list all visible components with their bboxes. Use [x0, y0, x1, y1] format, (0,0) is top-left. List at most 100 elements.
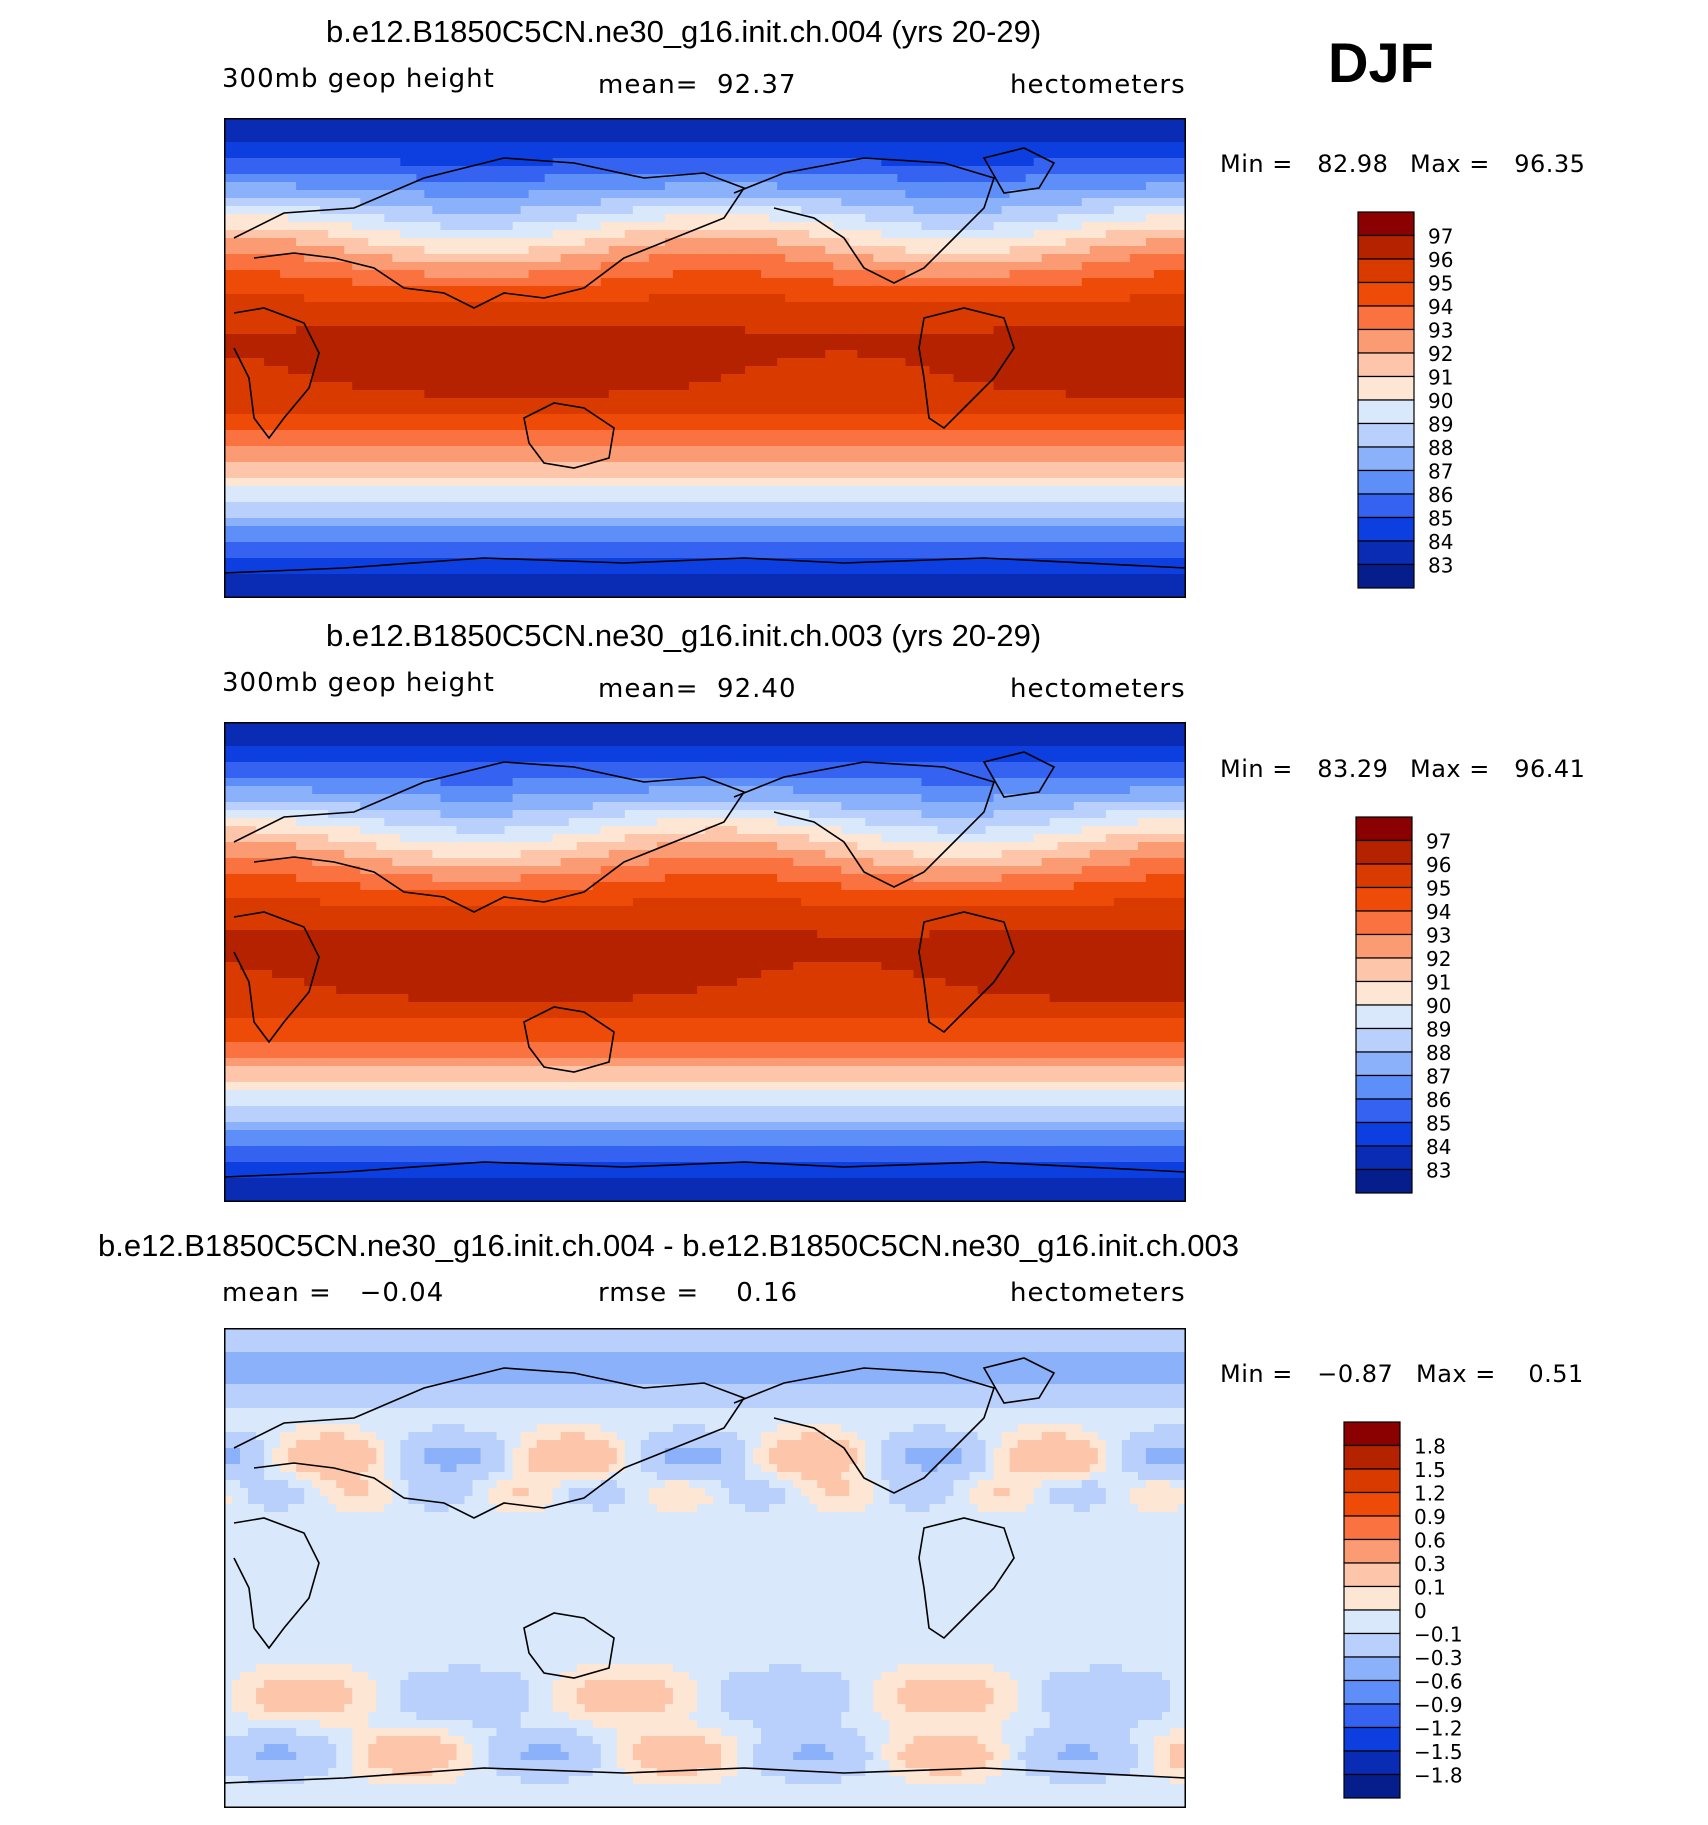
field-cell	[905, 358, 915, 367]
field-cell	[504, 414, 514, 423]
field-cell	[721, 446, 730, 455]
field-cell	[432, 374, 442, 383]
field-cell	[472, 182, 482, 191]
field-cell	[592, 430, 602, 439]
field-cell	[608, 118, 618, 127]
field-cell	[248, 294, 257, 303]
field-cell	[448, 286, 458, 295]
field-cell	[1113, 262, 1123, 271]
field-cell	[1097, 334, 1107, 343]
field-cell	[336, 118, 345, 127]
field-cell	[416, 318, 426, 327]
field-cell	[664, 142, 674, 151]
field-cell	[969, 262, 979, 271]
field-cell	[640, 318, 650, 327]
field-cell	[640, 190, 650, 199]
field-cell	[264, 166, 273, 175]
field-cell	[224, 446, 233, 455]
field-cell	[256, 230, 265, 239]
field-cell	[328, 342, 337, 351]
field-cell	[841, 118, 850, 127]
field-cell	[624, 230, 634, 239]
field-cell	[1113, 286, 1123, 295]
field-cell	[825, 326, 834, 335]
field-cell	[496, 446, 506, 455]
field-cell	[600, 150, 610, 159]
field-cell	[753, 158, 762, 167]
field-cell	[400, 246, 409, 255]
field-cell	[696, 446, 706, 455]
field-cell	[1081, 310, 1091, 319]
field-cell	[400, 206, 409, 215]
field-cell	[1017, 142, 1027, 151]
field-cell	[384, 118, 393, 127]
field-cell	[384, 222, 393, 231]
field-cell	[841, 342, 850, 351]
field-cell	[1129, 374, 1139, 383]
field-cell	[368, 358, 377, 367]
field-cell	[1041, 422, 1051, 431]
field-cell	[488, 350, 498, 359]
field-cell	[496, 214, 506, 223]
field-cell	[993, 174, 1003, 183]
field-cell	[480, 294, 490, 303]
field-cell	[929, 430, 939, 439]
field-cell	[232, 158, 241, 167]
field-cell	[753, 222, 762, 231]
field-cell	[432, 398, 442, 407]
field-cell	[817, 278, 826, 287]
field-cell	[592, 278, 602, 287]
field-cell	[224, 414, 233, 423]
field-cell	[280, 278, 289, 287]
field-cell	[288, 342, 297, 351]
field-cell	[897, 302, 907, 311]
field-cell	[528, 254, 538, 263]
field-cell	[648, 278, 658, 287]
field-cell	[656, 294, 666, 303]
field-cell	[320, 326, 329, 335]
field-cell	[977, 406, 987, 415]
field-cell	[745, 142, 754, 151]
field-cell	[264, 398, 273, 407]
field-cell	[1121, 358, 1131, 367]
field-cell	[705, 414, 714, 423]
field-cell	[496, 134, 506, 143]
field-cell	[344, 238, 353, 247]
field-cell	[688, 262, 698, 271]
field-cell	[1081, 174, 1091, 183]
field-cell	[865, 118, 874, 127]
field-cell	[833, 374, 842, 383]
field-cell	[753, 430, 762, 439]
field-cell	[472, 326, 482, 335]
field-cell	[384, 246, 393, 255]
field-cell	[1073, 342, 1083, 351]
field-cell	[1089, 310, 1099, 319]
field-cell	[552, 398, 562, 407]
field-cell	[616, 326, 626, 335]
field-cell	[761, 190, 770, 199]
field-cell	[849, 182, 858, 191]
field-cell	[721, 310, 730, 319]
field-cell	[1105, 366, 1115, 375]
field-cell	[440, 238, 450, 247]
field-cell	[1073, 438, 1083, 447]
field-cell	[1049, 222, 1059, 231]
field-cell	[1065, 246, 1075, 255]
field-cell	[536, 238, 546, 247]
field-cell	[857, 310, 866, 319]
field-cell	[745, 238, 754, 247]
field-cell	[424, 342, 434, 351]
field-cell	[841, 334, 850, 343]
field-cell	[224, 262, 233, 271]
field-cell	[568, 174, 578, 183]
field-cell	[640, 398, 650, 407]
field-cell	[729, 246, 738, 255]
field-cell	[456, 446, 466, 455]
field-cell	[865, 158, 874, 167]
field-cell	[544, 246, 554, 255]
field-cell	[921, 270, 931, 279]
field-cell	[1065, 438, 1075, 447]
field-cell	[320, 398, 329, 407]
field-cell	[552, 134, 562, 143]
field-cell	[648, 166, 658, 175]
